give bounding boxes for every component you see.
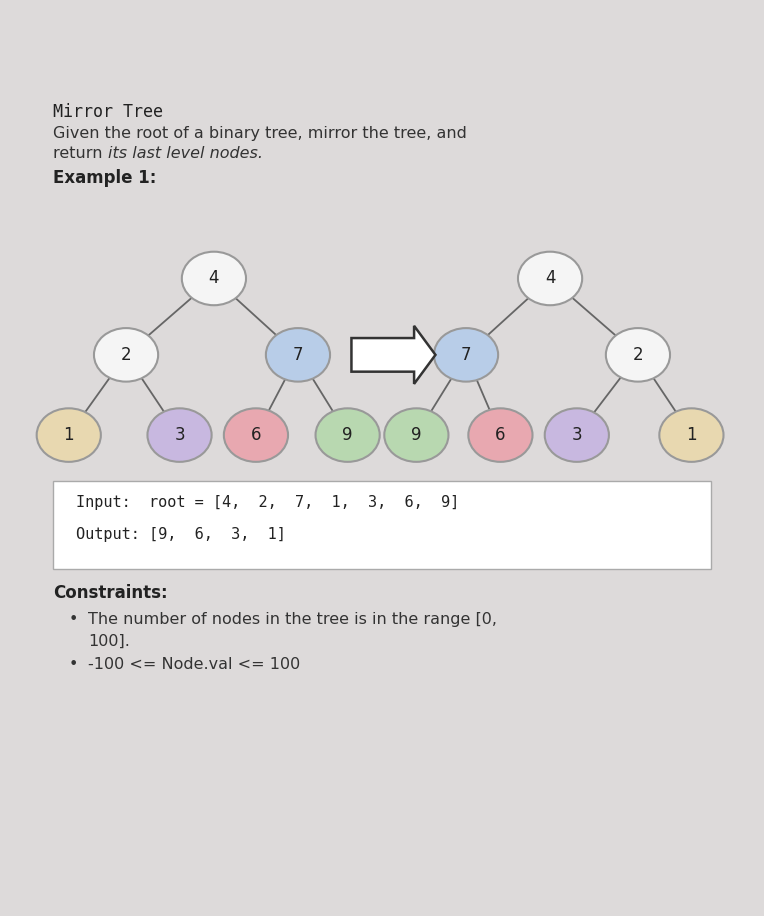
Text: Given the root of a binary tree, mirror the tree, and: Given the root of a binary tree, mirror … [53,125,468,141]
Text: 7: 7 [461,346,471,364]
Text: 2: 2 [121,346,131,364]
Text: 6: 6 [251,426,261,444]
Ellipse shape [182,252,246,305]
Text: 9: 9 [342,426,353,444]
Text: return: return [53,147,108,161]
Text: Output: [9,  6,  3,  1]: Output: [9, 6, 3, 1] [76,527,286,541]
Text: its last level nodes.: its last level nodes. [108,147,264,161]
Text: •: • [69,657,78,671]
Text: Example 1:: Example 1: [53,169,157,187]
Text: 3: 3 [174,426,185,444]
Ellipse shape [316,409,380,462]
Ellipse shape [266,328,330,382]
Ellipse shape [147,409,212,462]
Text: 6: 6 [495,426,506,444]
Ellipse shape [224,409,288,462]
Ellipse shape [545,409,609,462]
Text: Input:  root = [4,  2,  7,  1,  3,  6,  9]: Input: root = [4, 2, 7, 1, 3, 6, 9] [76,495,460,509]
Ellipse shape [659,409,724,462]
Text: 3: 3 [571,426,582,444]
Text: -100 <= Node.val <= 100: -100 <= Node.val <= 100 [88,657,300,671]
Ellipse shape [94,328,158,382]
Ellipse shape [518,252,582,305]
Text: 1: 1 [686,426,697,444]
Ellipse shape [606,328,670,382]
Text: •: • [69,612,78,627]
Text: 4: 4 [545,269,555,288]
Text: 9: 9 [411,426,422,444]
Text: Constraints:: Constraints: [53,584,168,602]
Ellipse shape [37,409,101,462]
Ellipse shape [384,409,448,462]
Text: 7: 7 [293,346,303,364]
Ellipse shape [434,328,498,382]
Text: Mirror Tree: Mirror Tree [53,103,163,121]
Text: The number of nodes in the tree is in the range [0,: The number of nodes in the tree is in th… [88,612,497,627]
Ellipse shape [468,409,533,462]
FancyBboxPatch shape [53,481,711,569]
Text: 100].: 100]. [88,634,130,649]
Text: 2: 2 [633,346,643,364]
Text: 1: 1 [63,426,74,444]
Polygon shape [351,326,435,384]
Text: 4: 4 [209,269,219,288]
